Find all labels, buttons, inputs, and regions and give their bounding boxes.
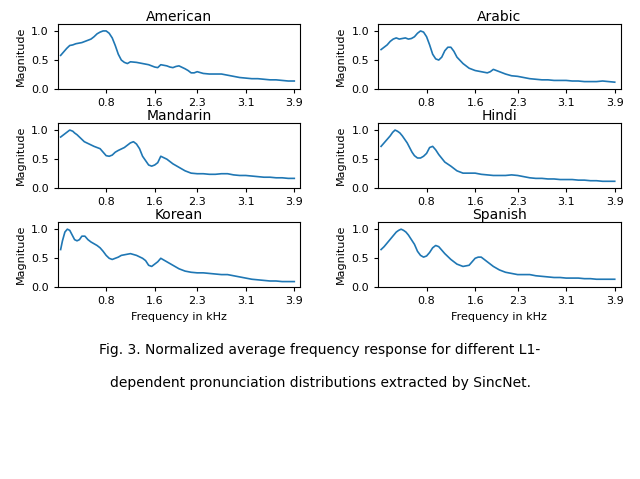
Y-axis label: Magnitude: Magnitude bbox=[15, 27, 26, 86]
Y-axis label: Magnitude: Magnitude bbox=[336, 225, 346, 285]
Title: Hindi: Hindi bbox=[481, 109, 517, 123]
Y-axis label: Magnitude: Magnitude bbox=[336, 27, 346, 86]
Title: Arabic: Arabic bbox=[477, 10, 522, 24]
Title: Mandarin: Mandarin bbox=[147, 109, 212, 123]
Title: Spanish: Spanish bbox=[472, 208, 527, 222]
Text: Fig. 3. Normalized average frequency response for different L1-: Fig. 3. Normalized average frequency res… bbox=[99, 342, 541, 357]
Y-axis label: Magnitude: Magnitude bbox=[15, 225, 26, 285]
X-axis label: Frequency in kHz: Frequency in kHz bbox=[451, 312, 547, 322]
Text: dependent pronunciation distributions extracted by SincNet.: dependent pronunciation distributions ex… bbox=[109, 376, 531, 390]
Title: Korean: Korean bbox=[155, 208, 203, 222]
Title: American: American bbox=[146, 10, 212, 24]
Y-axis label: Magnitude: Magnitude bbox=[336, 126, 346, 185]
X-axis label: Frequency in kHz: Frequency in kHz bbox=[131, 312, 227, 322]
Y-axis label: Magnitude: Magnitude bbox=[15, 126, 26, 185]
